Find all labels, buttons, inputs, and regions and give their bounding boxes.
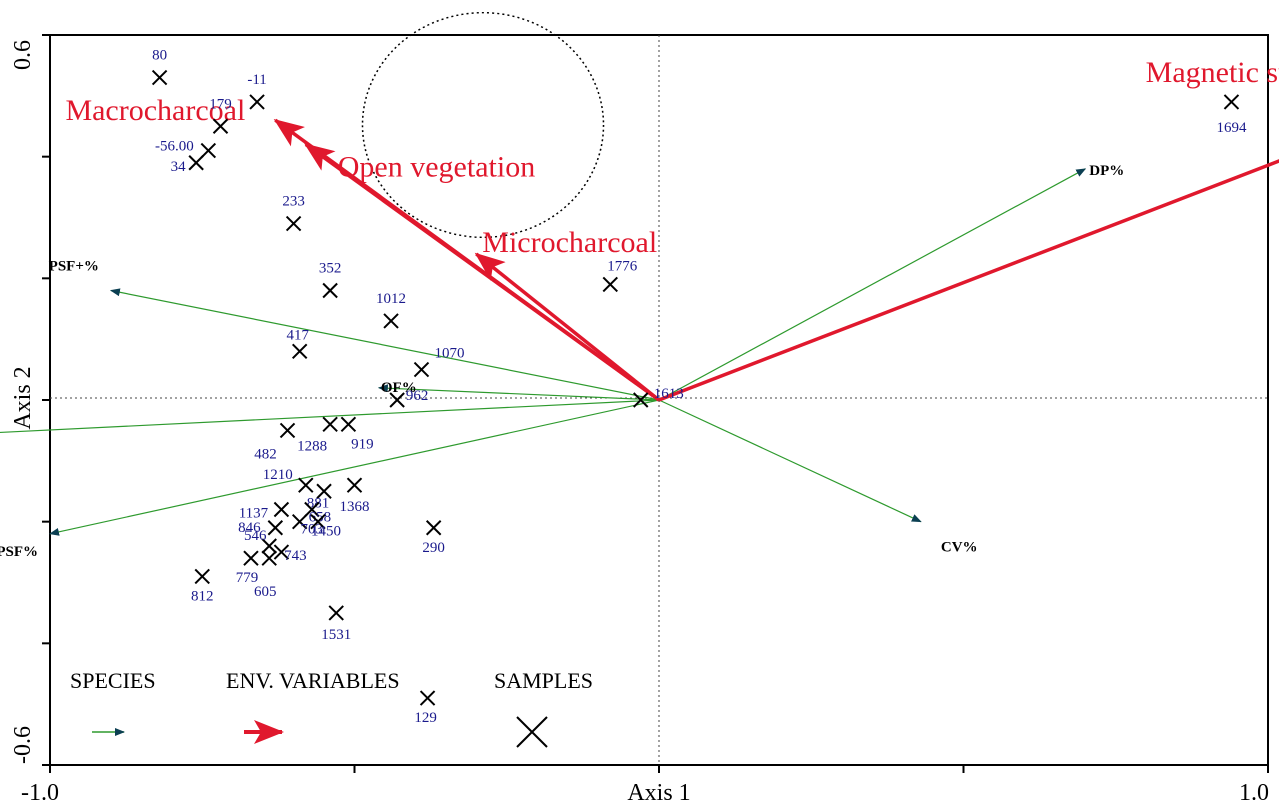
sample-point bbox=[389, 392, 405, 408]
axis-ticks bbox=[42, 34, 1269, 773]
sample-label: 417 bbox=[286, 327, 309, 343]
sample-point bbox=[304, 501, 320, 518]
species-arrow bbox=[377, 384, 660, 401]
species-arrow bbox=[109, 288, 660, 401]
sample-point bbox=[328, 605, 344, 621]
sample-point bbox=[212, 118, 229, 134]
sample-label: 1288 bbox=[297, 438, 327, 454]
sample-label: 1694 bbox=[1216, 120, 1247, 136]
sample-point bbox=[316, 483, 332, 499]
sample-label: 962 bbox=[406, 388, 429, 404]
sample-label: 1368 bbox=[340, 499, 370, 515]
sample-label: 1137 bbox=[239, 506, 269, 522]
sample-point bbox=[291, 343, 308, 360]
sample-point bbox=[291, 513, 308, 530]
sample-label: 546 bbox=[244, 528, 267, 544]
x-axis-label: Axis 1 bbox=[627, 780, 690, 806]
sample-label: 233 bbox=[282, 194, 305, 210]
sample-point bbox=[261, 538, 277, 554]
sample-point bbox=[322, 416, 338, 433]
legend-sample-marker bbox=[516, 716, 548, 748]
sample-label: 129 bbox=[414, 710, 437, 726]
sample-point bbox=[633, 392, 649, 408]
env-variable-label: Microcharcoal bbox=[482, 226, 657, 259]
sample-point bbox=[200, 142, 217, 159]
sample-point bbox=[1223, 94, 1240, 110]
sample-label: 1070 bbox=[434, 346, 464, 362]
sample-point bbox=[273, 544, 290, 560]
sample-point bbox=[261, 550, 277, 566]
legend-label-species: SPECIES bbox=[70, 668, 156, 693]
sample-label: 743 bbox=[284, 548, 307, 564]
species-label: OF% bbox=[381, 380, 417, 396]
species-label: PSF% bbox=[0, 544, 38, 560]
sample-point bbox=[151, 69, 168, 86]
sample-label: -11 bbox=[247, 72, 266, 88]
legend: SPECIES ENV. VARIABLES SAMPLES bbox=[70, 668, 593, 748]
sample-point bbox=[340, 416, 357, 433]
sample-label: 1776 bbox=[607, 258, 638, 274]
sample-points: 80 -11 179 -56.00 34 1694 233 352 1012 1776 417 107… bbox=[151, 48, 1247, 726]
sample-label: -56.00 bbox=[155, 139, 194, 155]
sample-label: 846 bbox=[238, 520, 261, 536]
sample-point bbox=[413, 361, 430, 378]
species-arrow bbox=[0, 399, 660, 434]
sample-point bbox=[298, 477, 314, 493]
sample-label: 919 bbox=[351, 436, 374, 452]
species-label: DP% bbox=[1089, 163, 1124, 179]
sample-point bbox=[425, 520, 442, 536]
sample-label: 290 bbox=[422, 540, 445, 556]
sample-point bbox=[267, 520, 284, 536]
species-arrow bbox=[658, 168, 1087, 401]
env-variable-label: Magnetic susceptibility bbox=[1146, 56, 1279, 89]
sample-label: 80 bbox=[152, 48, 167, 64]
env-variable-label: Open vegetation bbox=[338, 151, 535, 184]
sample-label: 179 bbox=[209, 96, 232, 112]
sample-label: 1012 bbox=[376, 291, 406, 307]
sample-label: 1210 bbox=[263, 467, 293, 483]
sample-point bbox=[249, 94, 265, 110]
sample-label: 1531 bbox=[321, 627, 351, 643]
sample-point bbox=[273, 501, 290, 518]
sample-point bbox=[194, 568, 210, 585]
sample-point bbox=[346, 477, 363, 493]
species-vectors: PSF+%TotPSF%PSF%OF%DP%CV% bbox=[0, 163, 1124, 560]
sample-point bbox=[188, 155, 204, 171]
y-tick-label-min: -0.6 bbox=[10, 726, 36, 764]
species-arrow bbox=[49, 399, 660, 536]
species-label: CV% bbox=[941, 540, 978, 556]
env-variable-vectors: Magnetic susceptibilityMacrocharcoalOpen… bbox=[65, 56, 1279, 402]
species-label: PSF+% bbox=[49, 259, 99, 275]
sample-point bbox=[279, 422, 296, 439]
legend-label-samples: SAMPLES bbox=[494, 668, 593, 693]
sample-label: 703 bbox=[300, 522, 323, 538]
sample-label: 812 bbox=[191, 588, 214, 604]
sample-point bbox=[285, 215, 302, 232]
y-tick-label-max: 0.6 bbox=[10, 40, 36, 70]
x-tick-label-min: -1.0 bbox=[21, 780, 59, 806]
sample-label: 34 bbox=[171, 159, 187, 175]
sample-label: 779 bbox=[236, 570, 259, 586]
sample-label: 658 bbox=[309, 510, 332, 526]
sample-point bbox=[383, 313, 399, 329]
sample-point bbox=[310, 513, 326, 530]
y-axis-label: Axis 2 bbox=[10, 366, 36, 429]
sample-point bbox=[243, 550, 259, 566]
env-variable-arrow bbox=[658, 159, 1279, 402]
sample-label: 1450 bbox=[311, 524, 341, 540]
sample-point bbox=[419, 690, 436, 706]
sample-cluster-circle bbox=[361, 11, 605, 239]
legend-label-env-variables: ENV. VARIABLES bbox=[226, 668, 400, 693]
sample-point bbox=[602, 276, 618, 293]
x-tick-label-max: 1.0 bbox=[1239, 780, 1269, 806]
sample-label: 352 bbox=[319, 261, 342, 277]
sample-point bbox=[322, 282, 338, 299]
sample-label: 1613 bbox=[654, 386, 684, 402]
env-variable-arrow bbox=[474, 252, 661, 402]
species-arrow bbox=[658, 399, 922, 523]
sample-label: 605 bbox=[254, 584, 277, 600]
sample-label: 482 bbox=[254, 446, 277, 462]
